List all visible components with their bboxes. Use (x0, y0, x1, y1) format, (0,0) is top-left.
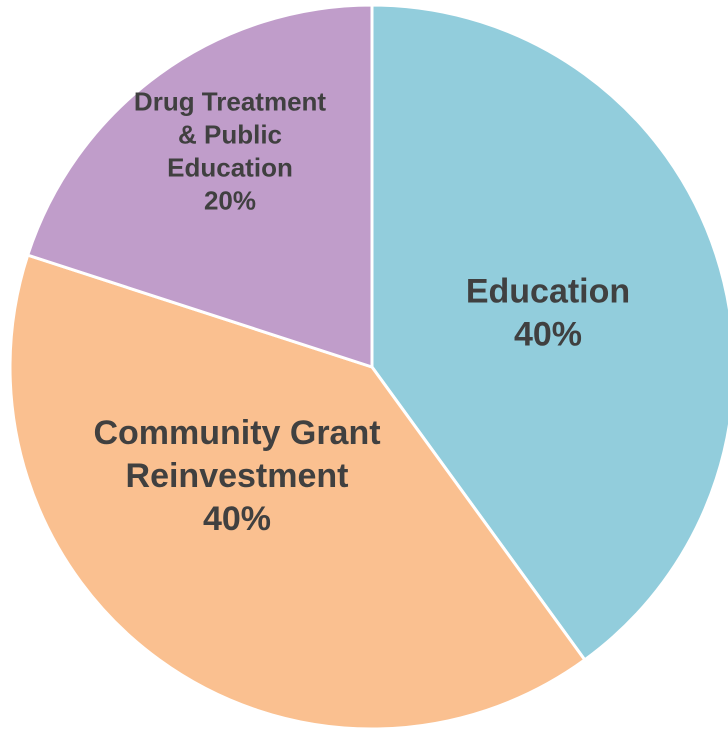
slice-label-line: Community Grant (93, 414, 380, 452)
slice-label-line: Drug Treatment (134, 87, 326, 117)
pie-slices (8, 3, 728, 730)
slice-label-3: Drug Treatment & Public Education 20% (134, 87, 326, 216)
slice-label-line: 40% (203, 500, 271, 538)
slice-label-line: Education (167, 153, 293, 183)
slice-label-1: Education 40% (466, 272, 630, 353)
slice-label-line: & Public (178, 120, 282, 150)
slice-label-2: Community Grant Reinvestment 40% (93, 414, 380, 538)
pie-slice-1 (370, 3, 728, 662)
pie-slice-2 (8, 253, 587, 730)
slice-labels: Education 40% Community Grant Reinvestment 4… (93, 87, 630, 538)
slice-label-line: 20% (204, 186, 256, 216)
slice-label-line: 40% (514, 315, 582, 353)
slice-label-line: Education (466, 272, 630, 310)
pie-slice-3 (26, 3, 374, 369)
slice-label-line: Reinvestment (126, 457, 349, 495)
